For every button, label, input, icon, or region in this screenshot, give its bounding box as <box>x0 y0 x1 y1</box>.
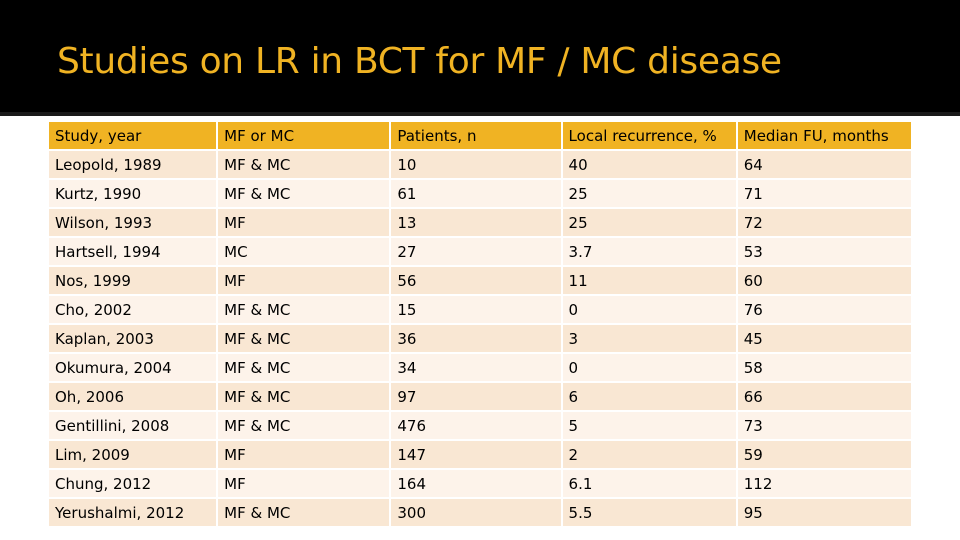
table-header-row: Study, year MF or MC Patients, n Local r… <box>49 122 911 149</box>
cell-local-recurrence: 11 <box>562 267 736 294</box>
header-patients: Patients, n <box>391 122 561 149</box>
studies-table: Study, year MF or MC Patients, n Local r… <box>47 120 913 528</box>
cell-local-recurrence: 25 <box>562 209 736 236</box>
cell-local-recurrence: 25 <box>562 180 736 207</box>
cell-study-year: Hartsell, 1994 <box>49 238 217 265</box>
title-bar: Studies on LR in BCT for MF / MC disease <box>0 0 960 112</box>
cell-study-year: Wilson, 1993 <box>49 209 217 236</box>
header-local-recurrence: Local recurrence, % <box>562 122 736 149</box>
cell-local-recurrence: 5.5 <box>562 499 736 526</box>
cell-mf-or-mc: MF & MC <box>218 412 390 439</box>
cell-patients: 15 <box>391 296 561 323</box>
cell-local-recurrence: 5 <box>562 412 736 439</box>
cell-mf-or-mc: MF <box>218 470 390 497</box>
cell-patients: 61 <box>391 180 561 207</box>
cell-study-year: Oh, 2006 <box>49 383 217 410</box>
header-mf-or-mc: MF or MC <box>218 122 390 149</box>
cell-patients: 300 <box>391 499 561 526</box>
cell-study-year: Kaplan, 2003 <box>49 325 217 352</box>
cell-median-fu: 60 <box>737 267 911 294</box>
cell-median-fu: 45 <box>737 325 911 352</box>
cell-median-fu: 53 <box>737 238 911 265</box>
cell-mf-or-mc: MF & MC <box>218 354 390 381</box>
cell-median-fu: 76 <box>737 296 911 323</box>
table-row: Cho, 2002 MF & MC 15 0 76 <box>49 296 911 323</box>
table-row: Kurtz, 1990 MF & MC 61 25 71 <box>49 180 911 207</box>
cell-study-year: Kurtz, 1990 <box>49 180 217 207</box>
table-row: Leopold, 1989 MF & MC 10 40 64 <box>49 151 911 178</box>
table-row: Nos, 1999 MF 56 11 60 <box>49 267 911 294</box>
cell-patients: 27 <box>391 238 561 265</box>
title-bar-divider <box>0 112 960 116</box>
cell-mf-or-mc: MC <box>218 238 390 265</box>
cell-mf-or-mc: MF & MC <box>218 296 390 323</box>
cell-patients: 36 <box>391 325 561 352</box>
cell-study-year: Nos, 1999 <box>49 267 217 294</box>
cell-local-recurrence: 0 <box>562 354 736 381</box>
cell-patients: 34 <box>391 354 561 381</box>
cell-median-fu: 112 <box>737 470 911 497</box>
cell-median-fu: 59 <box>737 441 911 468</box>
cell-study-year: Gentillini, 2008 <box>49 412 217 439</box>
table-row: Lim, 2009 MF 147 2 59 <box>49 441 911 468</box>
slide-title: Studies on LR in BCT for MF / MC disease <box>57 41 782 82</box>
cell-patients: 164 <box>391 470 561 497</box>
cell-mf-or-mc: MF & MC <box>218 325 390 352</box>
cell-local-recurrence: 3 <box>562 325 736 352</box>
table-row: Hartsell, 1994 MC 27 3.7 53 <box>49 238 911 265</box>
cell-local-recurrence: 2 <box>562 441 736 468</box>
cell-study-year: Chung, 2012 <box>49 470 217 497</box>
table-row: Okumura, 2004 MF & MC 34 0 58 <box>49 354 911 381</box>
cell-study-year: Cho, 2002 <box>49 296 217 323</box>
table-row: Oh, 2006 MF & MC 97 6 66 <box>49 383 911 410</box>
cell-local-recurrence: 40 <box>562 151 736 178</box>
cell-local-recurrence: 3.7 <box>562 238 736 265</box>
cell-median-fu: 64 <box>737 151 911 178</box>
cell-mf-or-mc: MF <box>218 209 390 236</box>
header-study-year: Study, year <box>49 122 217 149</box>
studies-table-container: Study, year MF or MC Patients, n Local r… <box>47 120 911 528</box>
cell-median-fu: 71 <box>737 180 911 207</box>
table-row: Chung, 2012 MF 164 6.1 112 <box>49 470 911 497</box>
cell-patients: 97 <box>391 383 561 410</box>
cell-patients: 10 <box>391 151 561 178</box>
cell-mf-or-mc: MF & MC <box>218 180 390 207</box>
cell-mf-or-mc: MF & MC <box>218 383 390 410</box>
header-median-fu: Median FU, months <box>737 122 911 149</box>
table-body: Leopold, 1989 MF & MC 10 40 64 Kurtz, 19… <box>49 151 911 526</box>
cell-patients: 56 <box>391 267 561 294</box>
cell-study-year: Leopold, 1989 <box>49 151 217 178</box>
cell-local-recurrence: 6.1 <box>562 470 736 497</box>
cell-mf-or-mc: MF & MC <box>218 151 390 178</box>
table-row: Gentillini, 2008 MF & MC 476 5 73 <box>49 412 911 439</box>
cell-median-fu: 58 <box>737 354 911 381</box>
table-row: Wilson, 1993 MF 13 25 72 <box>49 209 911 236</box>
cell-median-fu: 73 <box>737 412 911 439</box>
cell-mf-or-mc: MF <box>218 267 390 294</box>
cell-study-year: Lim, 2009 <box>49 441 217 468</box>
table-row: Yerushalmi, 2012 MF & MC 300 5.5 95 <box>49 499 911 526</box>
cell-patients: 476 <box>391 412 561 439</box>
cell-patients: 13 <box>391 209 561 236</box>
cell-study-year: Okumura, 2004 <box>49 354 217 381</box>
cell-local-recurrence: 6 <box>562 383 736 410</box>
cell-local-recurrence: 0 <box>562 296 736 323</box>
cell-mf-or-mc: MF & MC <box>218 499 390 526</box>
cell-patients: 147 <box>391 441 561 468</box>
cell-study-year: Yerushalmi, 2012 <box>49 499 217 526</box>
table-row: Kaplan, 2003 MF & MC 36 3 45 <box>49 325 911 352</box>
cell-median-fu: 66 <box>737 383 911 410</box>
cell-mf-or-mc: MF <box>218 441 390 468</box>
cell-median-fu: 95 <box>737 499 911 526</box>
cell-median-fu: 72 <box>737 209 911 236</box>
